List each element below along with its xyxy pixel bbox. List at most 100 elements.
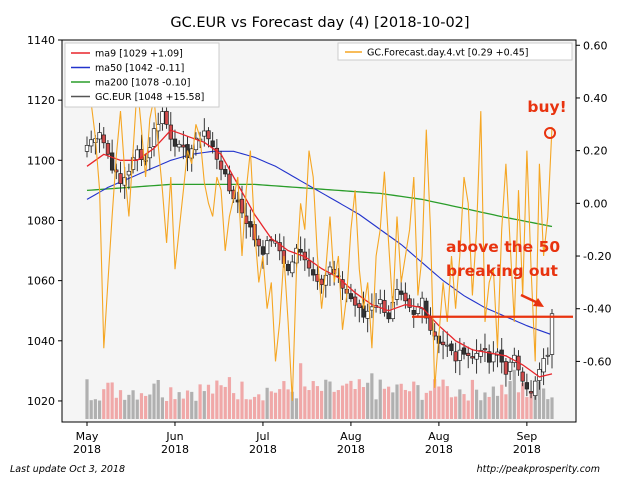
forecast-path xyxy=(86,84,553,401)
candle-body xyxy=(210,140,215,148)
volume-bar xyxy=(232,393,236,419)
legend-label: GC.EUR [1048 +15.58] xyxy=(95,92,204,103)
volume-bar xyxy=(340,385,345,419)
candle-body xyxy=(524,382,530,390)
candle-body xyxy=(135,149,140,160)
volume-bar xyxy=(370,373,374,419)
left-tick-label: 1120 xyxy=(27,94,55,107)
left-tick-label: 1080 xyxy=(27,214,55,227)
volume-bar xyxy=(336,390,340,419)
candle-body xyxy=(394,289,400,300)
candle-body xyxy=(189,148,194,159)
volume-bar xyxy=(353,389,357,419)
candle-body xyxy=(537,369,542,381)
candle-body xyxy=(151,128,157,147)
volume-bar xyxy=(114,397,118,419)
volume-bar xyxy=(525,397,529,419)
right-tick-label: 0.60 xyxy=(583,39,608,52)
x-tick-year: 2018 xyxy=(161,443,189,456)
candle-body xyxy=(461,347,467,355)
footer-url: http://peakprosperity.com xyxy=(477,464,600,475)
volume-bar xyxy=(537,381,542,419)
volume-bar xyxy=(395,384,399,419)
volume-bar xyxy=(449,397,454,419)
volume-bar xyxy=(248,399,252,419)
candle-body xyxy=(499,349,504,363)
volume-bar xyxy=(550,397,554,419)
volume-bar xyxy=(546,399,550,419)
volume-bar xyxy=(403,389,407,419)
volume-bar xyxy=(319,390,324,419)
volume-bar xyxy=(290,391,294,419)
volume-bar xyxy=(269,391,273,419)
ma9-line xyxy=(86,129,553,378)
volume-bar xyxy=(495,395,500,419)
left-axis: 1140 1120 1100 1080 1060 1040 1020 xyxy=(27,34,62,408)
volume-bar xyxy=(487,396,491,419)
volume-bar xyxy=(445,386,449,419)
volume-bar xyxy=(441,379,445,419)
volume-bar xyxy=(407,391,412,419)
volume-bar xyxy=(479,400,483,419)
right-axis: 0.60 0.40 0.20 0.00 -0.20 -0.40 -0.60 xyxy=(576,39,611,368)
volume-bar xyxy=(533,391,537,419)
candle-body xyxy=(474,353,479,360)
ma200-path xyxy=(86,183,553,228)
volume-bar xyxy=(500,384,504,419)
candle-body xyxy=(181,144,186,148)
volume-bar xyxy=(173,399,177,419)
volume-bar xyxy=(219,385,223,419)
candle-body xyxy=(227,173,232,192)
candle-body xyxy=(470,356,475,359)
right-tick-label: 0.20 xyxy=(583,145,608,158)
volume-bar xyxy=(127,394,131,419)
volume-bar xyxy=(156,379,160,419)
legend-right: GC.Forecast.day.4.vt [0.29 +0.45] xyxy=(337,42,573,61)
candle-body xyxy=(285,263,291,272)
volume-bar xyxy=(198,384,202,419)
candle-body xyxy=(403,292,408,302)
volume-bar xyxy=(144,395,148,419)
volume-bar xyxy=(416,385,420,419)
legend-label: ma50 [1042 -0.11] xyxy=(95,63,184,74)
volume-bar xyxy=(89,400,93,419)
candle-body xyxy=(466,352,471,356)
candle-body xyxy=(177,143,182,148)
right-tick-label: -0.40 xyxy=(583,303,611,316)
volume-bar xyxy=(542,388,546,419)
volume-bar xyxy=(110,382,114,419)
volume-bar xyxy=(286,389,290,419)
candle-body xyxy=(528,391,534,394)
volume-bar xyxy=(85,379,89,419)
volume-bar xyxy=(97,400,102,419)
candle-body xyxy=(487,351,492,363)
candle-body xyxy=(277,242,282,252)
volume-bar xyxy=(349,380,353,419)
volume-bar xyxy=(512,369,516,419)
volume-bar xyxy=(458,389,462,419)
candle-body xyxy=(202,130,207,137)
volume-bar xyxy=(190,391,194,419)
candle-body xyxy=(440,341,446,346)
volume-bar xyxy=(148,394,152,419)
x-tick-year: 2018 xyxy=(337,443,365,456)
volume-bar xyxy=(412,381,416,419)
volume-bar xyxy=(278,389,282,419)
candle-body xyxy=(260,246,266,255)
legend-label: ma200 [1078 -0.10] xyxy=(95,78,190,89)
candle-body xyxy=(411,310,416,315)
volume-bar xyxy=(252,396,257,419)
candle-body xyxy=(482,348,488,351)
candle-body xyxy=(478,350,483,357)
candle-body xyxy=(206,130,211,140)
candle-body xyxy=(109,152,115,171)
volume-bar xyxy=(181,398,185,419)
candle-body xyxy=(348,293,354,300)
volume-bar xyxy=(265,387,269,419)
left-tick-label: 1100 xyxy=(27,154,55,167)
candle-body xyxy=(264,240,270,255)
candle-body xyxy=(223,169,228,175)
x-tick-month: Sep xyxy=(516,430,537,443)
legend-label: ma9 [1029 +1.09] xyxy=(95,49,183,60)
volume-bar xyxy=(529,393,533,419)
